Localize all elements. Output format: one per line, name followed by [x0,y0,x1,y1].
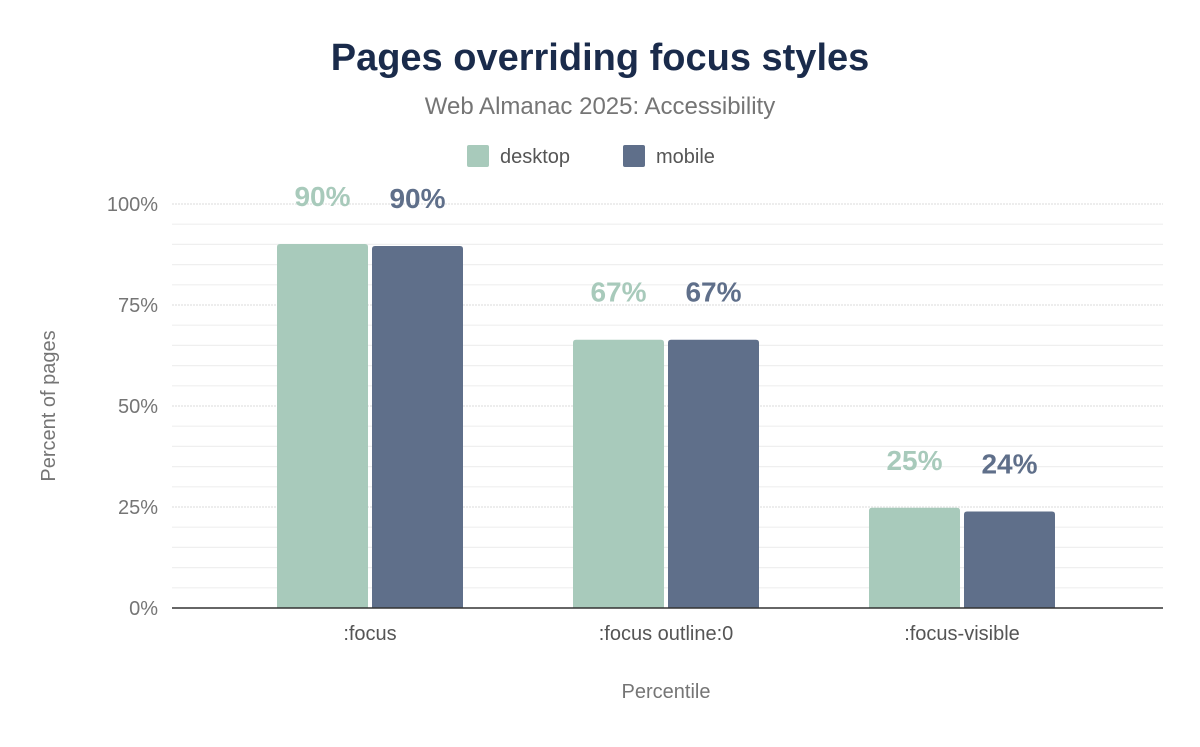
chart-title: Pages overriding focus styles [331,37,870,79]
x-tick-label: :focus-visible [904,623,1020,645]
data-label-mobile: 24% [981,448,1037,479]
bar-desktop [277,243,368,608]
x-axis-label: Percentile [622,681,711,703]
y-tick-label: 50% [118,396,158,418]
data-label-mobile: 67% [685,277,741,308]
bar-desktop [869,507,960,608]
y-tick-label: 0% [129,598,158,620]
y-axis-label: Percent of pages [38,330,60,481]
legend-swatch-mobile [623,145,645,167]
bar-mobile [964,511,1055,608]
legend: desktop mobile [467,145,715,168]
bar-mobile [668,339,759,608]
y-tick-label: 25% [118,497,158,519]
y-tick-label: 75% [118,295,158,317]
data-label-desktop: 90% [294,181,350,212]
y-tick-label: 100% [107,194,158,216]
data-label-desktop: 25% [886,445,942,476]
bar-mobile [372,246,463,609]
x-tick-label: :focus outline:0 [599,623,734,645]
chart-subtitle: Web Almanac 2025: Accessibility [425,93,775,120]
legend-label-mobile: mobile [656,146,715,168]
legend-swatch-desktop [467,145,489,167]
bar-desktop [573,339,664,608]
data-label-desktop: 67% [590,277,646,308]
legend-label-desktop: desktop [500,146,570,168]
x-tick-label: :focus [343,623,396,645]
data-label-mobile: 90% [389,183,445,214]
